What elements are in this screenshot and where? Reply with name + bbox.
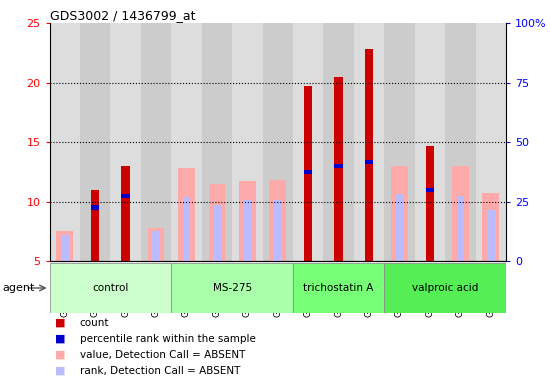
Text: ■: ■ [55, 350, 65, 360]
Text: agent: agent [3, 283, 35, 293]
Bar [213, 205, 221, 261]
Bar [50, 263, 80, 313]
Bar [61, 235, 69, 261]
Bar [171, 263, 202, 313]
Bar [445, 23, 476, 261]
Text: percentile rank within the sample: percentile rank within the sample [80, 334, 256, 344]
Bar [334, 164, 343, 168]
Bar [293, 23, 323, 261]
Text: valproic acid: valproic acid [412, 283, 478, 293]
Bar [384, 263, 415, 313]
Bar [415, 263, 445, 313]
Text: control: control [92, 283, 129, 293]
Bar [80, 23, 111, 261]
Text: GDS3002 / 1436799_at: GDS3002 / 1436799_at [50, 9, 195, 22]
Bar [50, 23, 80, 261]
Bar [274, 200, 282, 261]
Bar [80, 263, 111, 313]
Bar [395, 194, 403, 261]
Text: ■: ■ [55, 334, 65, 344]
Bar [147, 228, 164, 261]
Bar [452, 166, 469, 261]
Text: trichostatin A: trichostatin A [304, 283, 374, 293]
Bar [122, 166, 130, 261]
Bar [141, 263, 171, 313]
Bar [487, 210, 494, 261]
Bar [171, 263, 293, 313]
Bar [183, 197, 190, 261]
Bar [239, 181, 256, 261]
Bar [232, 263, 262, 313]
Bar [178, 168, 195, 261]
Bar [244, 200, 251, 261]
Bar [91, 190, 100, 261]
Bar [482, 193, 499, 261]
Bar [323, 23, 354, 261]
Text: count: count [80, 318, 109, 328]
Bar [208, 184, 225, 261]
Bar [384, 23, 415, 261]
Text: ■: ■ [55, 366, 65, 376]
Bar [334, 77, 343, 261]
Bar [91, 205, 100, 210]
Bar [293, 263, 384, 313]
Bar [152, 231, 160, 261]
Bar [323, 263, 354, 313]
Bar [262, 263, 293, 313]
Bar [476, 23, 506, 261]
Text: value, Detection Call = ABSENT: value, Detection Call = ABSENT [80, 350, 245, 360]
Bar [270, 180, 286, 261]
Text: MS-275: MS-275 [212, 283, 252, 293]
Bar [122, 194, 130, 198]
Bar [354, 23, 384, 261]
Bar [56, 231, 73, 261]
Bar [304, 170, 312, 174]
Bar [354, 263, 384, 313]
Bar [171, 23, 202, 261]
Bar [111, 263, 141, 313]
Bar [384, 263, 506, 313]
Bar [415, 23, 445, 261]
Bar [365, 160, 373, 164]
Bar [445, 263, 476, 313]
Bar [232, 23, 262, 261]
Bar [391, 166, 408, 261]
Bar [476, 263, 506, 313]
Bar [262, 23, 293, 261]
Bar [293, 263, 323, 313]
Bar [202, 263, 232, 313]
Bar [456, 196, 464, 261]
Bar [365, 49, 373, 261]
Bar [304, 86, 312, 261]
Bar [426, 146, 434, 261]
Text: ■: ■ [55, 318, 65, 328]
Bar [111, 23, 141, 261]
Bar [426, 188, 434, 192]
Text: rank, Detection Call = ABSENT: rank, Detection Call = ABSENT [80, 366, 240, 376]
Bar [202, 23, 232, 261]
Bar [141, 23, 171, 261]
Bar [50, 263, 171, 313]
